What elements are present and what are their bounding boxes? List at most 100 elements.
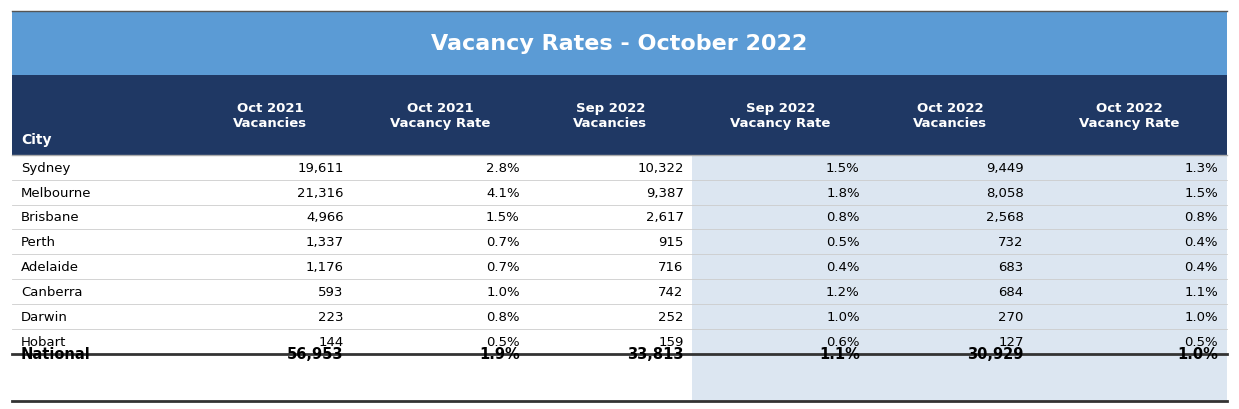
Text: 684: 684	[999, 285, 1023, 298]
Bar	[869, 155, 1032, 180]
Text: 742: 742	[658, 285, 684, 298]
Bar	[1032, 304, 1227, 329]
Text: 732: 732	[999, 236, 1023, 249]
Text: Perth: Perth	[21, 236, 56, 249]
Text: Oct 2022
Vacancy Rate: Oct 2022 Vacancy Rate	[1079, 101, 1180, 130]
Text: 4.1%: 4.1%	[486, 186, 520, 199]
Bar	[528, 205, 693, 230]
Text: Sep 2022
Vacancies: Sep 2022 Vacancies	[574, 101, 648, 130]
Text: Melbourne: Melbourne	[21, 186, 92, 199]
Bar	[352, 205, 528, 230]
Text: 0.7%: 0.7%	[486, 261, 520, 274]
Text: 1.3%: 1.3%	[1184, 161, 1218, 174]
Text: 915: 915	[658, 236, 684, 249]
Text: 0.8%: 0.8%	[826, 211, 860, 224]
Text: National: National	[21, 346, 90, 361]
Text: 593: 593	[318, 285, 343, 298]
Text: Brisbane: Brisbane	[21, 211, 79, 224]
Text: 1.2%: 1.2%	[826, 285, 860, 298]
Text: 0.8%: 0.8%	[1184, 211, 1218, 224]
Bar	[528, 304, 693, 329]
Text: 223: 223	[318, 310, 343, 323]
Bar	[1032, 180, 1227, 205]
Bar	[528, 180, 693, 205]
Bar	[693, 279, 869, 304]
Text: 2,568: 2,568	[986, 211, 1023, 224]
Text: 1.1%: 1.1%	[819, 346, 860, 361]
Text: 1,337: 1,337	[306, 236, 343, 249]
Text: 1.0%: 1.0%	[1184, 310, 1218, 323]
Bar	[1032, 155, 1227, 180]
Bar	[12, 155, 188, 180]
Bar	[188, 230, 352, 254]
Bar	[869, 329, 1032, 354]
Bar	[352, 329, 528, 354]
Text: 1.1%: 1.1%	[1184, 285, 1218, 298]
Bar	[869, 180, 1032, 205]
Bar	[12, 12, 1227, 76]
Text: City: City	[21, 133, 52, 146]
Bar	[188, 304, 352, 329]
Text: 0.5%: 0.5%	[1184, 335, 1218, 348]
Bar	[1032, 329, 1227, 354]
Text: 1.8%: 1.8%	[826, 186, 860, 199]
Text: 4,966: 4,966	[306, 211, 343, 224]
Bar	[352, 155, 528, 180]
Text: 1.5%: 1.5%	[486, 211, 520, 224]
Text: 683: 683	[999, 261, 1023, 274]
Text: 0.4%: 0.4%	[826, 261, 860, 274]
Text: Sep 2022
Vacancy Rate: Sep 2022 Vacancy Rate	[730, 101, 830, 130]
Bar	[693, 329, 869, 354]
Bar	[188, 254, 352, 279]
Bar	[188, 155, 352, 180]
Text: 2.8%: 2.8%	[486, 161, 520, 174]
Bar	[693, 304, 869, 329]
Bar	[12, 329, 188, 354]
Bar	[693, 205, 869, 230]
Text: 0.8%: 0.8%	[486, 310, 520, 323]
Text: Oct 2021
Vacancies: Oct 2021 Vacancies	[233, 101, 307, 130]
Bar	[12, 304, 188, 329]
Text: 1.0%: 1.0%	[826, 310, 860, 323]
Bar	[528, 254, 693, 279]
Text: 1.0%: 1.0%	[1177, 346, 1218, 361]
Text: 0.6%: 0.6%	[826, 335, 860, 348]
Bar	[693, 230, 869, 254]
Text: 1,176: 1,176	[306, 261, 343, 274]
Text: 0.4%: 0.4%	[1184, 236, 1218, 249]
Bar	[352, 180, 528, 205]
Bar	[869, 205, 1032, 230]
Bar	[188, 205, 352, 230]
Bar	[12, 254, 188, 279]
Text: 33,813: 33,813	[627, 346, 684, 361]
Bar	[352, 304, 528, 329]
Bar	[12, 354, 188, 401]
Bar	[12, 230, 188, 254]
Text: 0.5%: 0.5%	[826, 236, 860, 249]
Bar	[352, 230, 528, 254]
Text: 9,449: 9,449	[986, 161, 1023, 174]
Bar	[12, 180, 188, 205]
Text: 1.9%: 1.9%	[479, 346, 520, 361]
Bar	[12, 279, 188, 304]
Text: 0.5%: 0.5%	[486, 335, 520, 348]
Text: Adelaide: Adelaide	[21, 261, 79, 274]
Bar	[869, 254, 1032, 279]
Text: 159: 159	[658, 335, 684, 348]
Bar	[693, 180, 869, 205]
Bar	[1032, 205, 1227, 230]
Text: 270: 270	[999, 310, 1023, 323]
Text: 252: 252	[658, 310, 684, 323]
Bar	[869, 279, 1032, 304]
Bar	[12, 76, 1227, 155]
Text: 716: 716	[658, 261, 684, 274]
Text: 1.5%: 1.5%	[1184, 186, 1218, 199]
Bar	[188, 354, 352, 401]
Bar	[1032, 279, 1227, 304]
Bar	[352, 279, 528, 304]
Bar	[869, 304, 1032, 329]
Text: Sydney: Sydney	[21, 161, 71, 174]
Text: 0.4%: 0.4%	[1184, 261, 1218, 274]
Bar	[869, 230, 1032, 254]
Bar	[528, 329, 693, 354]
